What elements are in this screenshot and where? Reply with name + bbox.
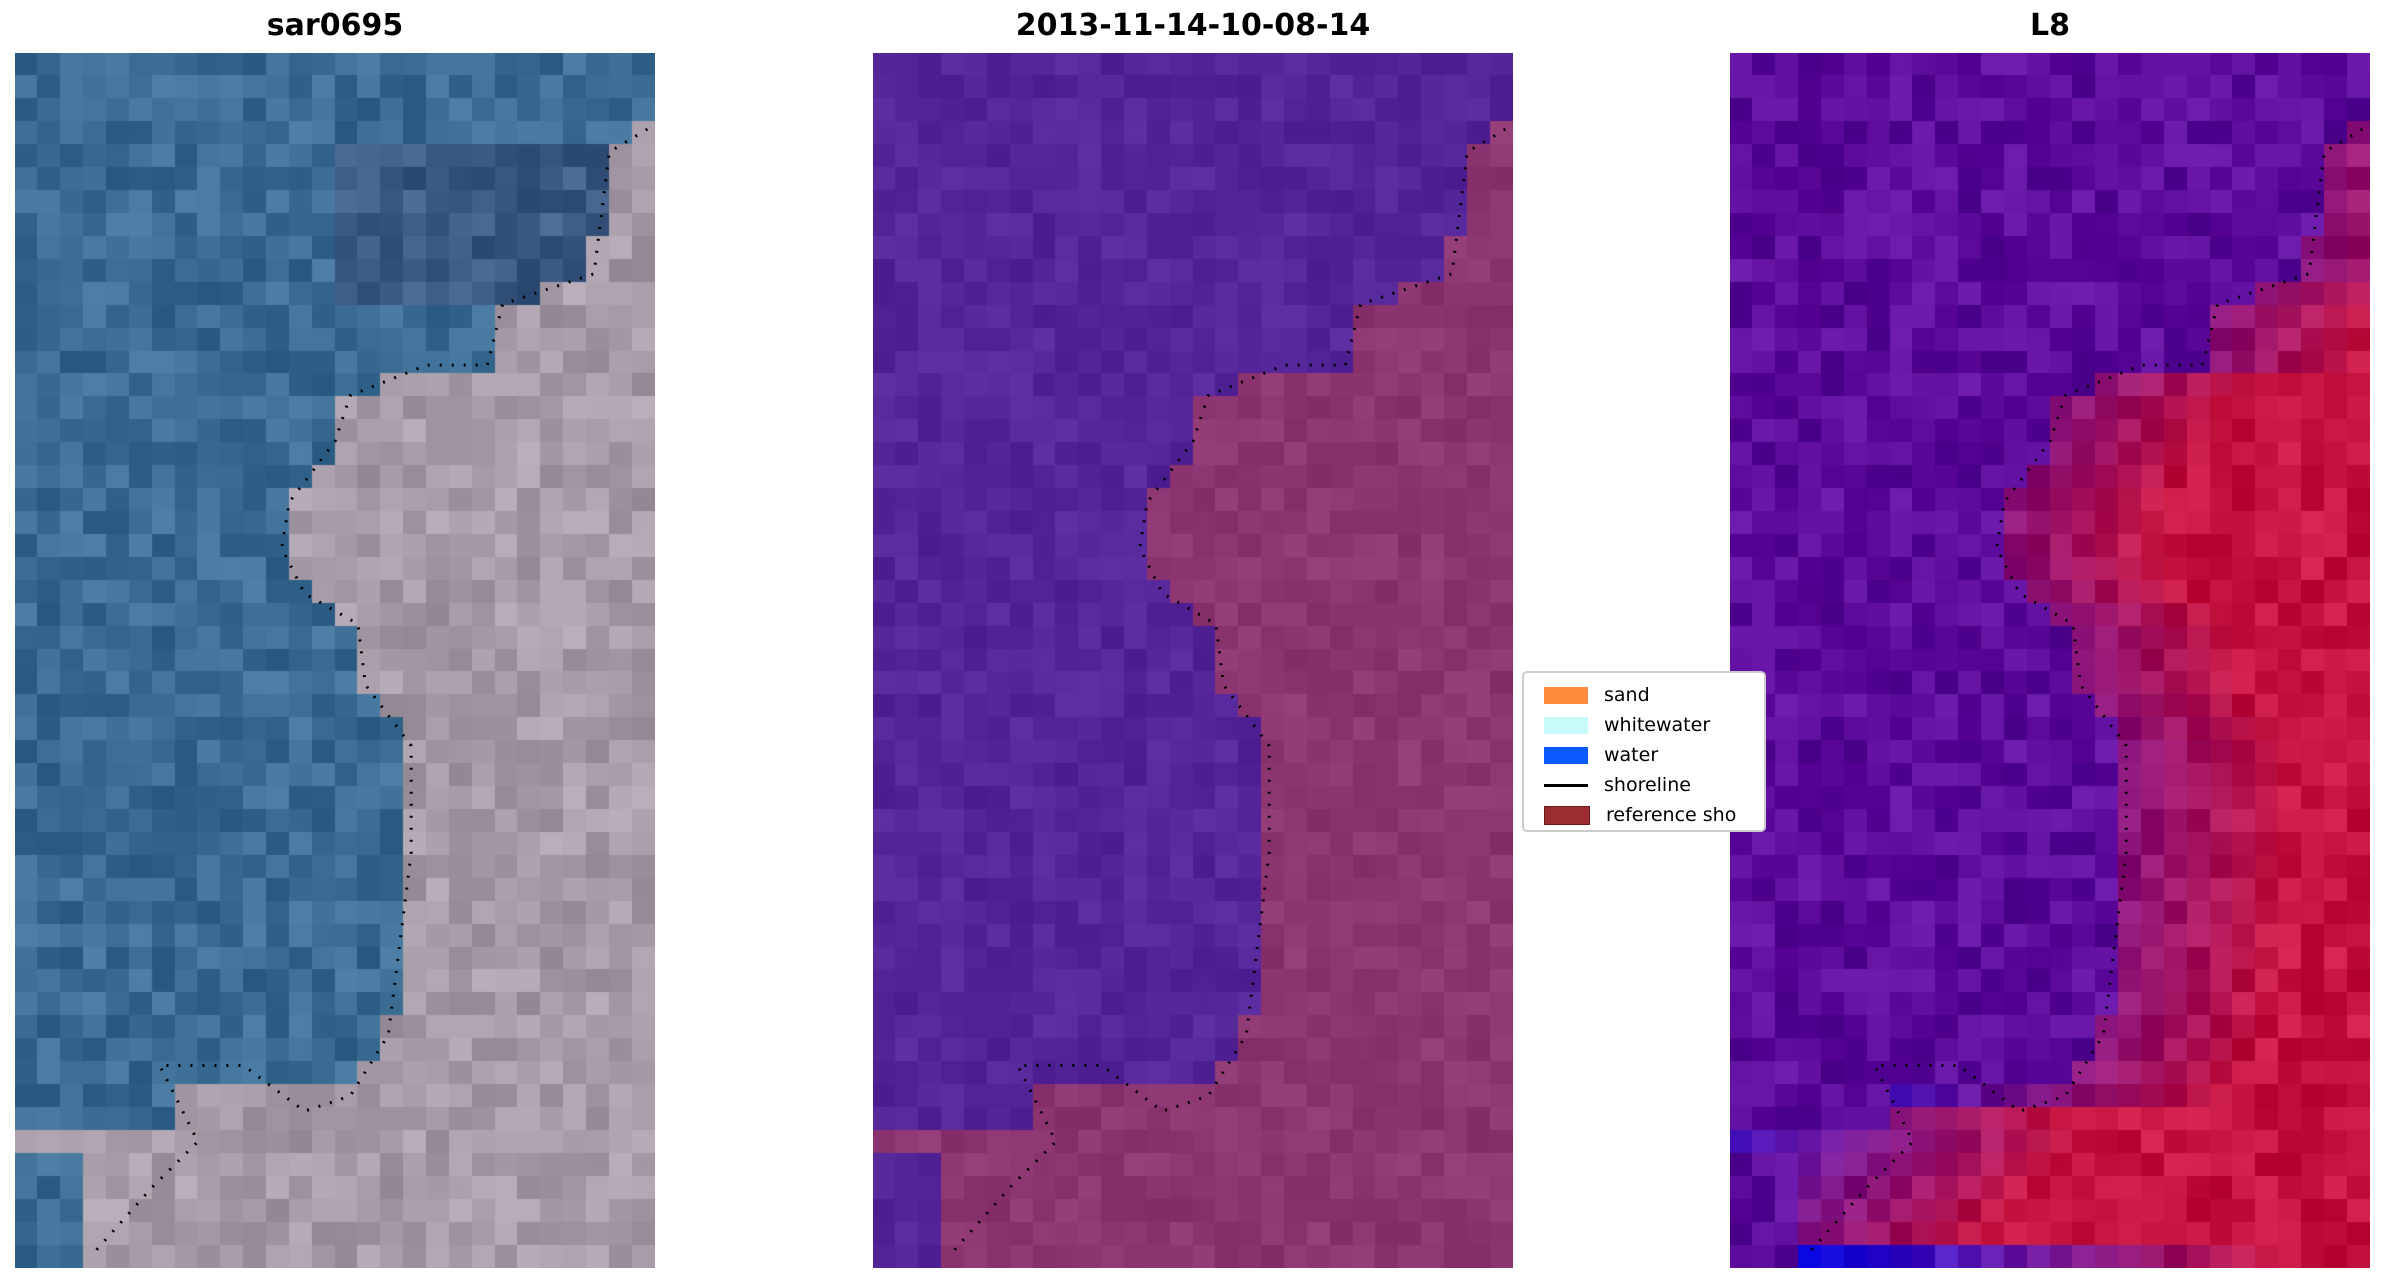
- panel-title-3: L8: [2030, 8, 2070, 43]
- shoreline-line-icon: [1544, 783, 1588, 787]
- shoreline-dotted: [948, 127, 1507, 1257]
- legend-label: reference sho: [1606, 804, 1737, 826]
- shoreline-dotted: [90, 127, 649, 1257]
- legend: sand whitewater water shoreline referenc…: [1522, 671, 1766, 832]
- legend-item-whitewater: whitewater: [1544, 711, 1710, 739]
- water-swatch: [1544, 746, 1588, 764]
- reference-shoreline-swatch: [1544, 805, 1590, 825]
- rgb-image-panel: [15, 53, 655, 1268]
- legend-item-shoreline: shoreline: [1544, 771, 1691, 799]
- legend-label: whitewater: [1604, 714, 1711, 736]
- shoreline-dotted: [1805, 127, 2364, 1257]
- classified-image-panel: [873, 53, 1513, 1268]
- legend-label: water: [1604, 744, 1659, 766]
- whitewater-swatch: [1544, 716, 1588, 734]
- legend-item-reference-shoreline: reference sho: [1544, 801, 1736, 829]
- panel-title-1: sar0695: [266, 8, 404, 43]
- legend-item-water: water: [1544, 741, 1658, 769]
- sand-swatch: [1544, 686, 1588, 704]
- panel-title-2: 2013-11-14-10-08-14: [1015, 8, 1371, 43]
- legend-item-sand: sand: [1544, 681, 1650, 709]
- legend-label: shoreline: [1604, 774, 1691, 796]
- index-image-panel: [1730, 53, 2370, 1268]
- legend-label: sand: [1604, 684, 1650, 706]
